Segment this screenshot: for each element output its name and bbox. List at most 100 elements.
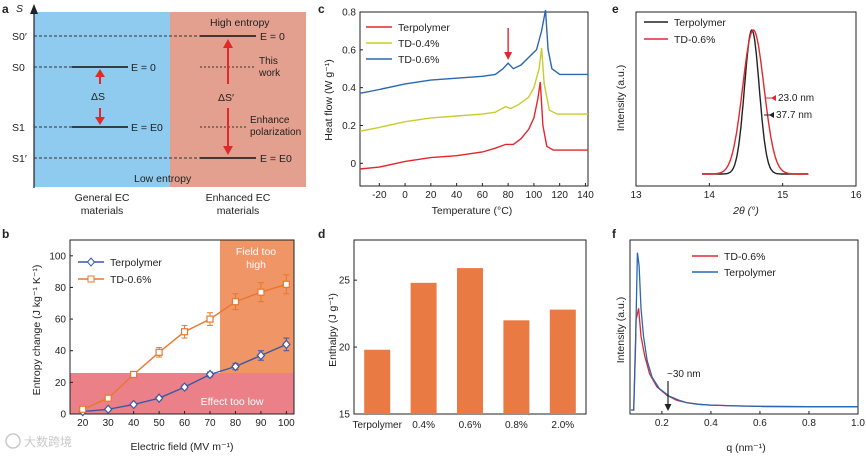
- panel-c-ytick-label: 0.4: [342, 83, 356, 94]
- panel-c-ytick-label: 0: [350, 159, 356, 170]
- panel-f-frame: [629, 239, 859, 415]
- panel-b-legend-label: TD-0.6%: [110, 274, 151, 286]
- delta-s-prime-arrow-down-icon: [223, 146, 233, 155]
- panel-b-xtick-label: 40: [128, 418, 140, 429]
- panel-e-xtick-label: 13: [630, 190, 642, 201]
- panel-e-series-line-1: [702, 29, 809, 175]
- panel-b-point: [257, 288, 265, 296]
- panel-b-point: [231, 298, 240, 306]
- panel-c-series-line-0: [359, 81, 588, 170]
- right-e0-label: E = 0: [260, 31, 285, 43]
- level-s1-prime: S1′: [12, 153, 27, 165]
- panel-f-xtick-label: 1.0: [851, 418, 865, 429]
- left-ee0-label: E = E0: [131, 122, 163, 134]
- panel-c-legend-label: Terpolymer: [398, 22, 450, 34]
- panel-b-xtick-label: 30: [103, 418, 115, 429]
- left-e0-label: E = 0: [131, 62, 156, 74]
- panel-f-plot: 0.2 0.4 0.6 0.8 1.0 TD-0.6% Terpolymer: [629, 239, 865, 429]
- panel-d-category-label: 2.0%: [551, 420, 574, 431]
- panel-b-ytick-label: 0: [60, 410, 66, 421]
- enhanced-ec-label-2: materials: [217, 205, 260, 217]
- panel-d-bar: [549, 309, 576, 414]
- panel-c-xtick-label: 120: [551, 190, 568, 201]
- panel-b-ytick-label: 80: [55, 283, 67, 294]
- panel-b-legend-marker: [87, 275, 95, 283]
- panel-e-xtick-label: 16: [850, 190, 862, 201]
- panel-c-ytick-label: 0.8: [342, 8, 356, 19]
- panel-c-label: c: [318, 2, 325, 16]
- panel-c-xtick-label: -20: [372, 190, 387, 201]
- watermark-logo-icon: [5, 433, 21, 449]
- panel-d-ylabel: Enthalpy (J g⁻¹): [327, 293, 339, 367]
- panel-b-point: [180, 382, 189, 393]
- panel-b-xtick-label: 70: [204, 418, 216, 429]
- panel-d-category-label: 0.6%: [459, 420, 482, 431]
- panel-f-series-line-1: [631, 252, 858, 411]
- panel-b-point: [104, 394, 112, 402]
- panel-a-label: a: [2, 2, 9, 16]
- field-too-high-label-2: high: [246, 259, 266, 271]
- panel-b-label: b: [2, 227, 9, 241]
- panel-d: d 15 20 25 Terpolymer 0.4% 0.6% 0.8% 2.0% Entha…: [318, 227, 587, 431]
- panel-b-point: [155, 348, 163, 356]
- panel-c-legend-label: TD-0.6%: [398, 54, 439, 66]
- panel-d-bar: [364, 349, 391, 414]
- panel-e-ylabel: Intensity (a.u.): [615, 65, 627, 132]
- enhance-label-1: Enhance: [250, 115, 290, 126]
- panel-b-frame: [69, 239, 295, 415]
- panel-b-point: [79, 405, 87, 413]
- panel-e-annotation-1: 23.0 nm: [778, 93, 814, 104]
- panel-d-ytick-label: 25: [339, 276, 351, 287]
- panel-e-plot: 13 14 15 16 Terpolymer TD-0.6%: [630, 11, 862, 201]
- delta-s-prime-label: ΔS′: [218, 92, 234, 104]
- panel-c-ylabel: Heat flow (W g⁻¹): [323, 59, 335, 140]
- panel-b-xtick-label: 50: [154, 418, 166, 429]
- panel-b: b Field too high Effect too low 20 30 40 50…: [2, 227, 295, 453]
- panel-b-xtick-label: 20: [77, 418, 89, 429]
- enhance-label-2: polarization: [250, 127, 301, 138]
- panel-b-point: [205, 369, 215, 380]
- general-ec-label-2: materials: [81, 205, 124, 217]
- panel-f-xtick-label: 0.4: [704, 418, 718, 429]
- panel-e-annotation-2: 37.7 nm: [776, 110, 812, 121]
- panel-c-xtick-label: 80: [503, 190, 515, 201]
- effect-too-low-label: Effect too low: [201, 396, 264, 408]
- panel-d-category-label: Terpolymer: [352, 420, 402, 431]
- panel-b-xtick-label: 100: [278, 418, 295, 429]
- field-too-high-zone: [220, 240, 294, 373]
- level-s0-prime: S0′: [12, 31, 27, 43]
- general-ec-label-1: General EC: [75, 192, 130, 204]
- panel-b-xtick-label: 90: [255, 418, 267, 429]
- panel-c-xtick-label: 60: [477, 190, 489, 201]
- panel-b-ytick-label: 40: [55, 346, 67, 357]
- level-s0: S0: [12, 62, 25, 74]
- panel-b-point: [103, 404, 113, 415]
- panel-f-arrow-icon: [664, 404, 672, 411]
- panel-c-plot: -20 0 20 40 60 80 100 120 140 0 0.2 0.4 0.6 0.8 Terpol…: [342, 8, 594, 202]
- panel-e-xtick-label: 14: [704, 190, 716, 201]
- panel-f-ylabel: Intensity (a.u.): [615, 297, 627, 364]
- panel-d-ytick-label: 20: [339, 343, 351, 354]
- panel-b-point: [129, 399, 138, 410]
- panel-e-frame: [635, 11, 857, 187]
- panel-d-ytick-label: 15: [339, 410, 351, 421]
- enhanced-ec-label-1: Enhanced EC: [206, 192, 271, 204]
- panel-d-bar: [410, 282, 437, 414]
- panel-b-point: [130, 370, 138, 379]
- panel-b-legend-marker: [86, 257, 96, 267]
- panel-f-series-line-0: [631, 308, 858, 411]
- high-entropy-label: High entropy: [210, 17, 270, 29]
- panel-d-category-label: 0.8%: [505, 420, 528, 431]
- panel-e-label: e: [612, 2, 619, 16]
- panel-e-xlabel: 2θ (°): [732, 205, 759, 217]
- delta-s-arrow-up-icon: [95, 69, 105, 77]
- right-ee0-label: E = E0: [260, 153, 292, 165]
- panel-e: e 13 14 15 16 Terpolymer TD-0.6% 2θ (°) Inten…: [612, 2, 862, 217]
- panel-e-legend-label: TD-0.6%: [674, 34, 715, 46]
- panel-c: c -20 0 20 40 60 80 100 120 140 0 0.2 0.4 0.6 0.8 Terp…: [318, 2, 594, 217]
- panel-b-point: [256, 350, 266, 361]
- panel-d-label: d: [318, 227, 325, 241]
- panel-b-ylabel: Entropy change (J kg⁻¹ K⁻¹): [31, 265, 43, 396]
- field-too-high-label-1: Field too: [236, 246, 276, 258]
- panel-c-series-line-1: [359, 47, 588, 132]
